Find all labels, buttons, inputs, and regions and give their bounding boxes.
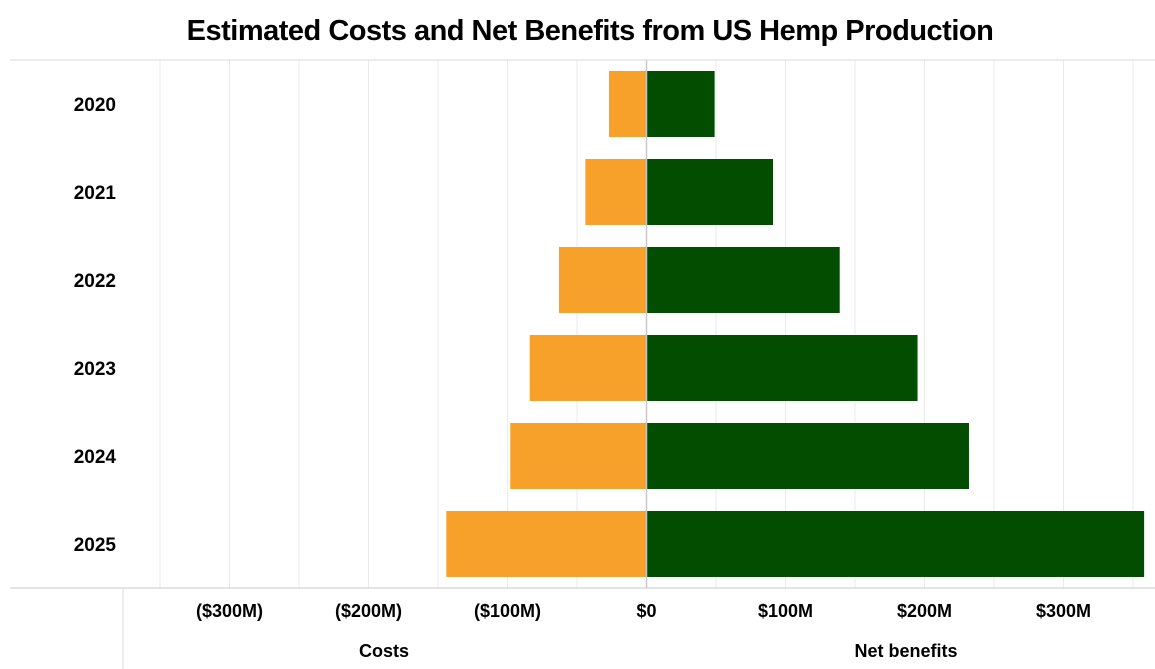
year-label: 2022	[74, 271, 116, 292]
bar-costs	[510, 423, 647, 489]
bar-costs	[608, 71, 647, 137]
bar-costs	[585, 159, 647, 225]
bar-net-benefits	[646, 247, 840, 313]
gridlines	[159, 60, 1134, 588]
x-tick-label: $200M	[897, 601, 952, 621]
bar-costs	[446, 511, 647, 577]
x-tick-label: $0	[636, 601, 656, 621]
x-tick-label: ($300M)	[196, 601, 263, 621]
bar-costs	[529, 335, 647, 401]
axes	[10, 59, 1155, 669]
x-tick-label: $300M	[1036, 601, 1091, 621]
chart-title: Estimated Costs and Net Benefits from US…	[187, 15, 994, 47]
x-axis-title-costs: Costs	[359, 641, 409, 661]
bar-net-benefits	[646, 335, 918, 401]
bar-net-benefits	[646, 423, 969, 489]
labels: 2020 2021 2022 2023 2024 2025 ($300M) ($200M) ($…	[74, 95, 1091, 621]
year-label: 2021	[74, 183, 117, 204]
x-tick-label: $100M	[758, 601, 813, 621]
x-axis-title-net-benefits: Net benefits	[854, 641, 957, 661]
bar-net-benefits	[646, 159, 773, 225]
x-tick-label: ($200M)	[335, 601, 402, 621]
bar-net-benefits	[646, 511, 1145, 577]
x-tick-label: ($100M)	[474, 601, 541, 621]
bars	[446, 71, 1145, 577]
bar-net-benefits	[646, 71, 715, 137]
bar-costs	[558, 247, 647, 313]
year-label: 2023	[74, 359, 116, 380]
year-label: 2020	[74, 95, 116, 116]
year-label: 2024	[74, 447, 117, 468]
year-label: 2025	[74, 535, 117, 556]
